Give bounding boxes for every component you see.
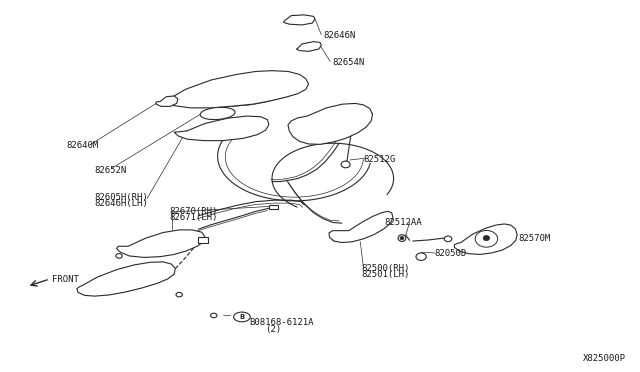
Text: 82670(RH): 82670(RH) bbox=[170, 207, 218, 216]
Ellipse shape bbox=[341, 161, 350, 168]
Polygon shape bbox=[77, 262, 175, 296]
Text: B08168-6121A: B08168-6121A bbox=[250, 318, 314, 327]
Polygon shape bbox=[198, 237, 208, 243]
Ellipse shape bbox=[444, 236, 452, 242]
Text: B: B bbox=[239, 314, 244, 320]
Text: 82654N: 82654N bbox=[333, 58, 365, 67]
Text: FRONT: FRONT bbox=[52, 275, 79, 283]
Ellipse shape bbox=[483, 235, 490, 241]
Text: 82501(LH): 82501(LH) bbox=[362, 270, 410, 279]
Text: X825000P: X825000P bbox=[583, 354, 626, 363]
Polygon shape bbox=[288, 103, 372, 144]
Text: 82605H(RH): 82605H(RH) bbox=[95, 193, 148, 202]
Polygon shape bbox=[284, 15, 315, 25]
Text: 82646H(LH): 82646H(LH) bbox=[95, 199, 148, 208]
Ellipse shape bbox=[211, 313, 217, 318]
Text: 82570M: 82570M bbox=[518, 234, 550, 243]
Polygon shape bbox=[116, 230, 205, 257]
Polygon shape bbox=[156, 96, 178, 106]
Polygon shape bbox=[269, 205, 278, 209]
Text: 82646N: 82646N bbox=[324, 31, 356, 40]
Polygon shape bbox=[329, 211, 393, 243]
Ellipse shape bbox=[416, 253, 426, 260]
Text: (2): (2) bbox=[266, 325, 282, 334]
Ellipse shape bbox=[398, 235, 406, 241]
Circle shape bbox=[234, 312, 250, 322]
Text: 82652N: 82652N bbox=[95, 166, 127, 174]
Ellipse shape bbox=[400, 237, 404, 240]
Polygon shape bbox=[296, 42, 321, 51]
Text: 82512G: 82512G bbox=[364, 155, 396, 164]
Text: 82512AA: 82512AA bbox=[384, 218, 422, 227]
Polygon shape bbox=[166, 71, 308, 108]
Ellipse shape bbox=[116, 254, 122, 258]
Polygon shape bbox=[174, 116, 269, 141]
Ellipse shape bbox=[475, 230, 498, 247]
Text: 82500(RH): 82500(RH) bbox=[362, 264, 410, 273]
Ellipse shape bbox=[176, 292, 182, 297]
Text: 82050D: 82050D bbox=[434, 249, 466, 258]
Text: 82640M: 82640M bbox=[67, 141, 99, 150]
Text: 82671(LH): 82671(LH) bbox=[170, 213, 218, 222]
Ellipse shape bbox=[200, 108, 235, 119]
Polygon shape bbox=[454, 224, 517, 254]
